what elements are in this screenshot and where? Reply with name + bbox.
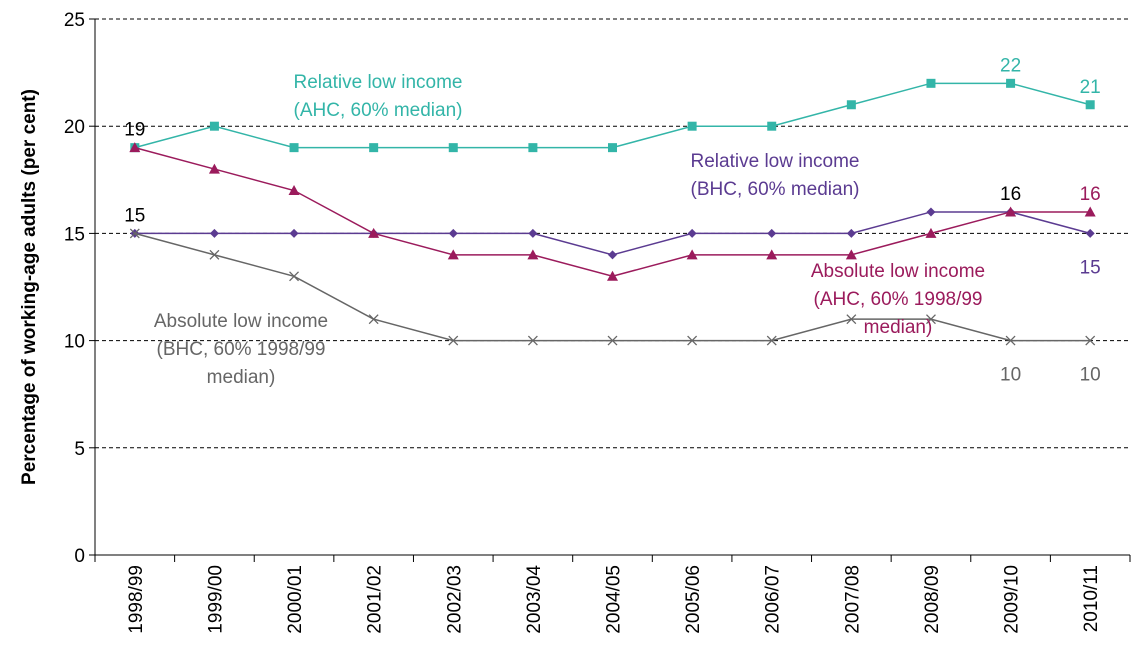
point bbox=[527, 335, 538, 346]
x-tick-label: 2005/06 bbox=[683, 565, 704, 634]
value-label: 15 bbox=[1080, 257, 1101, 278]
point bbox=[687, 228, 697, 238]
point bbox=[766, 249, 778, 260]
x-tick-label: 2003/04 bbox=[524, 565, 545, 634]
point bbox=[527, 249, 539, 260]
point bbox=[447, 249, 459, 260]
x-tick-label: 1999/00 bbox=[205, 565, 226, 634]
point bbox=[209, 228, 219, 238]
x-tick-label: 2009/10 bbox=[1002, 565, 1023, 634]
x-tick-label: 2004/05 bbox=[604, 565, 625, 634]
y-tick-label: 25 bbox=[64, 10, 85, 31]
point bbox=[687, 121, 697, 131]
point bbox=[687, 335, 698, 346]
x-tick-label: 2008/09 bbox=[922, 565, 943, 634]
point bbox=[1085, 335, 1096, 346]
x-tick-label: 2001/02 bbox=[365, 565, 386, 634]
point bbox=[448, 143, 458, 153]
point bbox=[846, 314, 857, 325]
point bbox=[208, 163, 220, 174]
point bbox=[607, 335, 618, 346]
point bbox=[607, 270, 618, 281]
y-tick-label: 15 bbox=[64, 224, 85, 245]
point bbox=[1085, 228, 1095, 238]
value-label: 21 bbox=[1080, 77, 1101, 98]
series-label: Absolute low income (AHC, 60% 1998/99 me… bbox=[810, 261, 986, 338]
point bbox=[686, 249, 698, 260]
point bbox=[368, 314, 379, 325]
point bbox=[448, 335, 459, 346]
point bbox=[1005, 206, 1017, 217]
point bbox=[209, 121, 219, 131]
point bbox=[767, 228, 777, 238]
point bbox=[608, 143, 617, 153]
x-tick-label: 2007/08 bbox=[842, 565, 863, 634]
y-tick-label: 20 bbox=[64, 117, 85, 138]
point bbox=[289, 271, 299, 282]
point bbox=[845, 249, 857, 260]
point bbox=[289, 228, 299, 238]
y-tick-label: 10 bbox=[64, 332, 85, 353]
point bbox=[369, 143, 379, 153]
series-line bbox=[134, 211, 1091, 256]
point bbox=[846, 228, 856, 238]
x-tick-label: 2006/07 bbox=[763, 565, 784, 634]
value-label: 19 bbox=[124, 120, 145, 141]
point bbox=[448, 228, 458, 238]
point bbox=[528, 143, 538, 153]
point bbox=[1085, 100, 1095, 110]
value-label: 10 bbox=[1000, 365, 1021, 386]
point bbox=[129, 142, 141, 153]
value-label: 16 bbox=[1080, 184, 1101, 205]
point bbox=[1006, 78, 1016, 88]
series-label: Relative low income (AHC, 60% median) bbox=[293, 72, 463, 121]
series-label: Absolute low income (BHC, 60% 1998/99 me… bbox=[153, 311, 329, 388]
value-label: 15 bbox=[124, 205, 145, 226]
point bbox=[926, 314, 936, 325]
point bbox=[925, 227, 937, 238]
point bbox=[129, 228, 140, 239]
x-tick-label: 2002/03 bbox=[444, 565, 465, 634]
point bbox=[209, 249, 220, 260]
point bbox=[926, 78, 936, 88]
point bbox=[767, 121, 777, 131]
value-label: 22 bbox=[1000, 55, 1021, 76]
series-label: Relative low income (BHC, 60% median) bbox=[690, 151, 860, 200]
point bbox=[289, 143, 299, 153]
point bbox=[846, 100, 856, 110]
point bbox=[1005, 335, 1016, 346]
y-axis-title: Percentage of working-age adults (per ce… bbox=[19, 89, 40, 485]
x-tick-label: 2000/01 bbox=[285, 565, 306, 634]
x-tick-label: 1998/99 bbox=[126, 565, 147, 634]
point bbox=[608, 250, 617, 260]
value-label: 16 bbox=[1000, 184, 1021, 205]
y-tick-label: 5 bbox=[74, 439, 85, 460]
value-label: 10 bbox=[1080, 365, 1101, 386]
point bbox=[926, 207, 936, 217]
x-tick-label: 2010/11 bbox=[1081, 565, 1102, 632]
point bbox=[1084, 206, 1096, 217]
point bbox=[288, 185, 300, 196]
y-tick-label: 0 bbox=[74, 546, 85, 567]
point bbox=[368, 227, 380, 238]
point bbox=[766, 335, 777, 346]
point bbox=[528, 228, 538, 238]
